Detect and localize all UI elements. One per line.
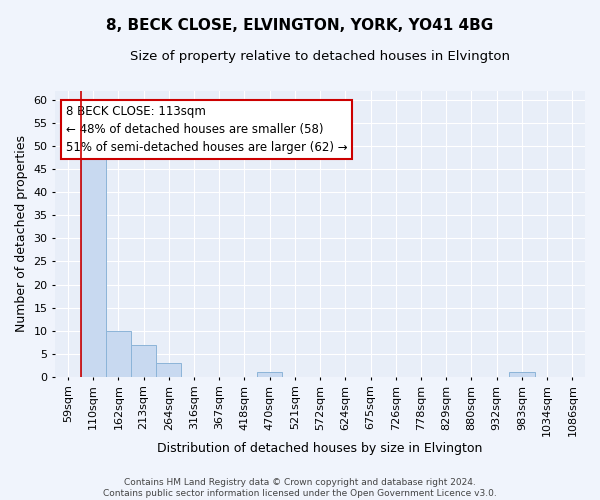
X-axis label: Distribution of detached houses by size in Elvington: Distribution of detached houses by size … [157, 442, 483, 455]
Bar [106, 330, 131, 377]
Bar [257, 372, 283, 377]
Bar [156, 363, 181, 377]
Bar [80, 146, 106, 377]
Bar [131, 344, 156, 377]
Text: Contains HM Land Registry data © Crown copyright and database right 2024.
Contai: Contains HM Land Registry data © Crown c… [103, 478, 497, 498]
Text: 8, BECK CLOSE, ELVINGTON, YORK, YO41 4BG: 8, BECK CLOSE, ELVINGTON, YORK, YO41 4BG [106, 18, 494, 32]
Text: 8 BECK CLOSE: 113sqm
← 48% of detached houses are smaller (58)
51% of semi-detac: 8 BECK CLOSE: 113sqm ← 48% of detached h… [66, 105, 347, 154]
Title: Size of property relative to detached houses in Elvington: Size of property relative to detached ho… [130, 50, 510, 63]
Bar [509, 372, 535, 377]
Y-axis label: Number of detached properties: Number of detached properties [15, 135, 28, 332]
